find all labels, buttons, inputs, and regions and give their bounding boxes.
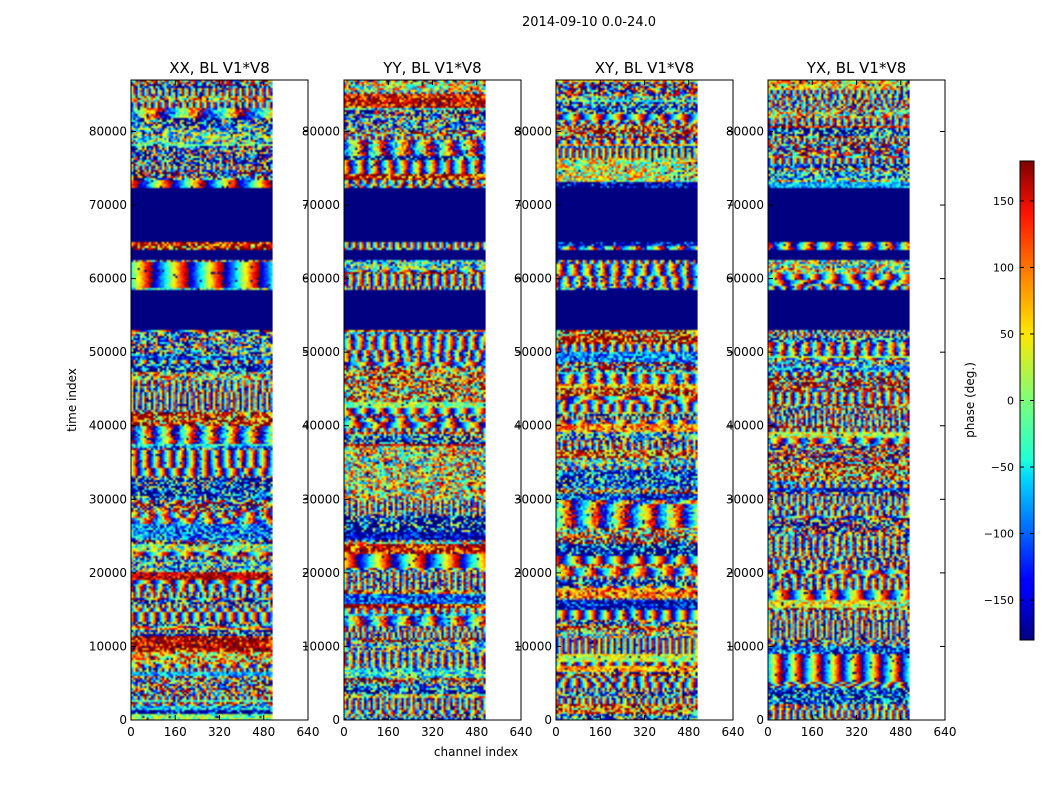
ytick-label-xy-40000: 40000 (514, 419, 552, 433)
heatmap-xy (556, 80, 698, 720)
ytick-label-xy-70000: 70000 (514, 198, 552, 212)
ytick-label-xx-50000: 50000 (89, 345, 127, 359)
ytick-label-xy-60000: 60000 (514, 272, 552, 286)
x-axis-label: channel index (434, 745, 518, 759)
xtick-label-yx-320: 320 (845, 725, 868, 739)
colorbar-tick-label--150: −150 (984, 594, 1014, 607)
ytick-label-yy-70000: 70000 (302, 198, 340, 212)
xtick-label-yy-320: 320 (421, 725, 444, 739)
ytick-label-xx-20000: 20000 (89, 566, 127, 580)
ytick-label-yx-20000: 20000 (726, 566, 764, 580)
ytick-label-yx-0: 0 (756, 713, 764, 727)
xtick-label-xy-320: 320 (633, 725, 656, 739)
xtick-label-xx-0: 0 (127, 725, 135, 739)
y-axis-label: time index (65, 368, 79, 432)
colorbar-ticks: −150 −100 −50 0 50 100 150 (984, 195, 1034, 607)
panel-title-xy: XY, BL V1*V8 (595, 59, 695, 77)
ytick-label-xx-30000: 30000 (89, 492, 127, 506)
ytick-label-yx-30000: 30000 (726, 492, 764, 506)
xtick-label-yx-0: 0 (764, 725, 772, 739)
ytick-label-xy-30000: 30000 (514, 492, 552, 506)
xtick-label-yx-480: 480 (889, 725, 912, 739)
panel-yx: YX, BL V1*V8 0 160 320 480 640 0 10000 20000 3000… (726, 59, 957, 739)
xtick-label-xy-160: 160 (589, 725, 612, 739)
ytick-label-yy-40000: 40000 (302, 419, 340, 433)
panel-yy: YY, BL V1*V8 0 160 320 480 640 0 10000 20000 3000… (302, 59, 533, 739)
ytick-label-yx-70000: 70000 (726, 198, 764, 212)
colorbar-tick-label-100: 100 (993, 261, 1014, 274)
panel-title-xx: XX, BL V1*V8 (169, 59, 270, 77)
xtick-label-xy-640: 640 (722, 725, 745, 739)
xtick-label-xy-480: 480 (677, 725, 700, 739)
xtick-label-xx-160: 160 (164, 725, 187, 739)
ytick-label-yx-40000: 40000 (726, 419, 764, 433)
xtick-label-yy-160: 160 (377, 725, 400, 739)
ytick-label-yy-0: 0 (332, 713, 340, 727)
ytick-label-xx-0: 0 (119, 713, 127, 727)
ytick-label-yy-80000: 80000 (302, 124, 340, 138)
ytick-label-xx-70000: 70000 (89, 198, 127, 212)
colorbar-label: phase (deg.) (963, 362, 977, 438)
xtick-label-yy-0: 0 (340, 725, 348, 739)
xtick-label-xx-320: 320 (208, 725, 231, 739)
ytick-label-yx-50000: 50000 (726, 345, 764, 359)
ytick-label-xx-10000: 10000 (89, 639, 127, 653)
ytick-label-xy-80000: 80000 (514, 124, 552, 138)
ytick-label-yy-10000: 10000 (302, 639, 340, 653)
panel-title-yy: YY, BL V1*V8 (382, 59, 481, 77)
ytick-label-xy-0: 0 (544, 713, 552, 727)
ytick-label-xy-20000: 20000 (514, 566, 552, 580)
ytick-label-xx-60000: 60000 (89, 272, 127, 286)
heatmap-yy (344, 80, 486, 720)
ytick-label-yy-50000: 50000 (302, 345, 340, 359)
ytick-label-xx-40000: 40000 (89, 419, 127, 433)
colorbar-tick-label--50: −50 (991, 461, 1014, 474)
panel-xy: XY, BL V1*V8 0 160 320 480 640 0 10000 20000 3000… (514, 59, 745, 739)
xtick-label-yx-640: 640 (934, 725, 957, 739)
xtick-label-xx-480: 480 (252, 725, 275, 739)
panel-xx: XX, BL V1*V8 0 160 320 480 640 0 10000 20000 3000… (89, 59, 320, 739)
ytick-label-yy-20000: 20000 (302, 566, 340, 580)
heatmap-yx (768, 80, 910, 720)
panels: XX, BL V1*V8 0 160 320 480 640 0 10000 20000 3000… (89, 59, 957, 739)
colorbar-tick-label--100: −100 (984, 528, 1014, 541)
heatmap-xx (131, 80, 273, 720)
xtick-label-xy-0: 0 (552, 725, 560, 739)
ytick-label-yy-60000: 60000 (302, 272, 340, 286)
colorbar-tick-label-50: 50 (1000, 328, 1014, 341)
xtick-label-yy-640: 640 (510, 725, 533, 739)
ytick-label-yx-10000: 10000 (726, 639, 764, 653)
xtick-label-yy-480: 480 (465, 725, 488, 739)
panel-title-yx: YX, BL V1*V8 (806, 59, 907, 77)
figure-suptitle: 2014-09-10 0.0-24.0 (522, 15, 656, 30)
xtick-label-yx-160: 160 (801, 725, 824, 739)
xtick-label-xx-640: 640 (297, 725, 320, 739)
ytick-label-yx-80000: 80000 (726, 124, 764, 138)
ytick-label-yx-60000: 60000 (726, 272, 764, 286)
ytick-label-xx-80000: 80000 (89, 124, 127, 138)
colorbar-tick-label-150: 150 (993, 195, 1014, 208)
colorbar-tick-label-0: 0 (1007, 395, 1014, 408)
ytick-label-xy-10000: 10000 (514, 639, 552, 653)
ytick-label-yy-30000: 30000 (302, 492, 340, 506)
colorbar: −150 −100 −50 0 50 100 150 phase (deg.) (963, 160, 1035, 641)
ytick-label-xy-50000: 50000 (514, 345, 552, 359)
